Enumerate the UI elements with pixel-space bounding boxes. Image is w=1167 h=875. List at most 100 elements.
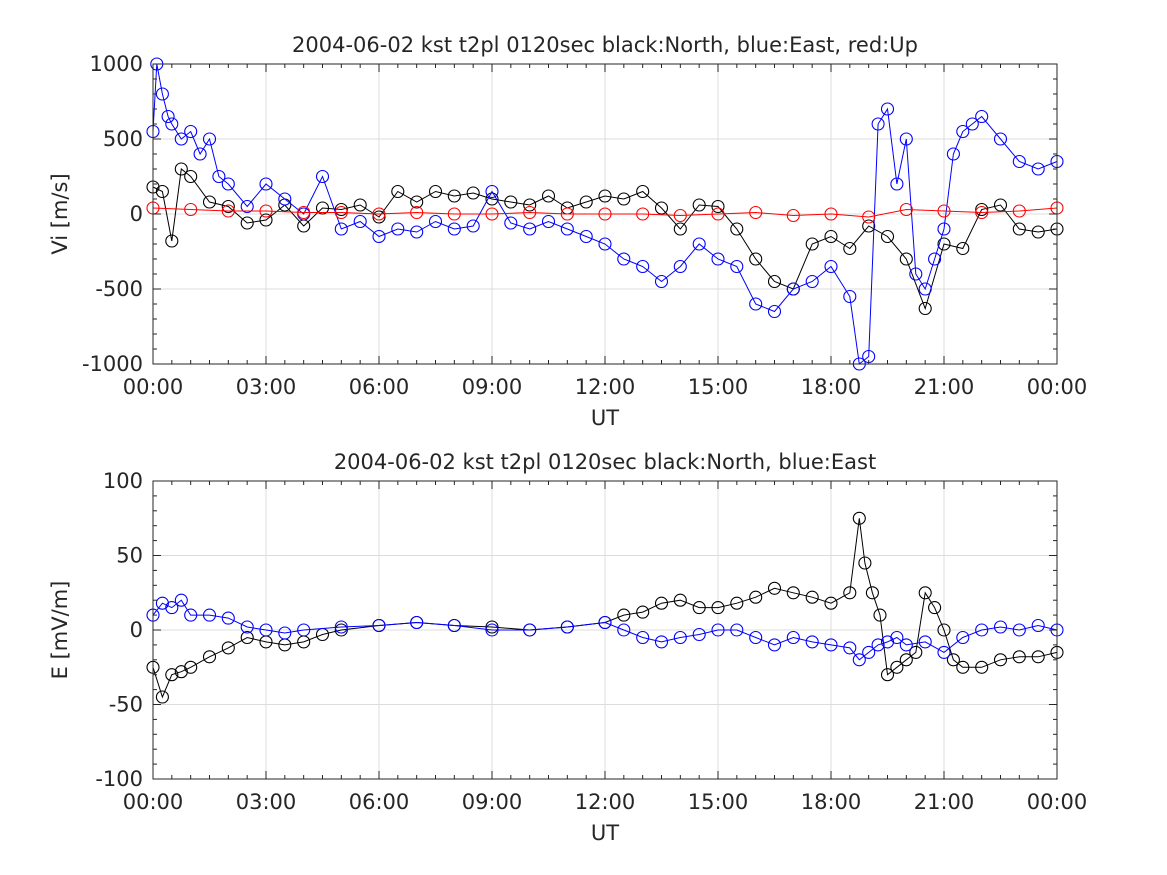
data-point: [993, 198, 1008, 212]
x-axis-label: UT: [591, 821, 619, 845]
data-point: [730, 596, 744, 610]
data-point: [673, 208, 687, 223]
data-point: [692, 601, 706, 615]
data-point: [221, 177, 235, 191]
data-point: [824, 259, 838, 274]
data-point: [1012, 154, 1026, 169]
y-axis-label: E [mV/m]: [48, 581, 72, 680]
x-tick-label: 15:00: [688, 790, 749, 814]
data-point: [579, 229, 593, 244]
data-point: [523, 222, 537, 236]
data-point: [221, 199, 235, 214]
data-point: [767, 638, 782, 652]
data-point: [975, 660, 989, 674]
data-point: [1012, 222, 1026, 236]
y-tick-label: -1000: [82, 352, 143, 376]
data-point: [805, 590, 819, 604]
data-point: [918, 282, 932, 296]
data-point: [899, 638, 913, 652]
data-point: [334, 620, 348, 634]
data-point: [334, 222, 348, 236]
data-point: [890, 660, 904, 674]
data-point: [447, 618, 461, 633]
y-tick-label: -500: [95, 277, 143, 301]
data-point: [730, 623, 744, 637]
data-point: [259, 204, 273, 218]
data-point: [711, 601, 725, 615]
data-point: [899, 252, 913, 266]
data-point: [862, 645, 876, 659]
data-point: [174, 132, 188, 146]
data-point: [786, 208, 800, 223]
data-point: [824, 596, 838, 610]
x-tick-label: 03:00: [236, 790, 297, 814]
data-point: [975, 202, 989, 217]
x-tick-label: 15:00: [688, 375, 749, 399]
data-point: [174, 593, 188, 607]
data-point: [297, 623, 311, 637]
series-line: [152, 168, 1058, 311]
data-point: [485, 207, 499, 221]
data-point: [918, 635, 932, 649]
data-point: [711, 199, 725, 214]
data-point: [598, 207, 612, 221]
data-point: [428, 184, 443, 199]
data-point: [975, 109, 989, 124]
data-point: [161, 109, 175, 124]
data-point: [334, 623, 348, 637]
data-point: [202, 132, 217, 146]
data-point: [278, 192, 292, 206]
data-point: [1012, 204, 1026, 218]
data-point: [165, 601, 179, 615]
data-point: [956, 124, 970, 139]
data-point: [221, 641, 235, 655]
panel-electric-field: 00:00 03:00 06:00 09:00 12:00 15:00 18:00 21:00…: [48, 450, 1087, 845]
y-tick-label: 0: [130, 618, 143, 642]
data-point: [993, 620, 1008, 634]
data-point: [890, 177, 904, 191]
data-point: [843, 641, 857, 655]
data-point: [165, 117, 179, 131]
data-point: [937, 645, 951, 659]
data-point: [965, 117, 979, 131]
minor-ticks: [152, 63, 1058, 365]
data-point: [541, 189, 556, 203]
data-point: [711, 623, 725, 637]
data-point: [899, 653, 913, 667]
data-point: [466, 219, 480, 233]
data-point: [937, 222, 951, 236]
series-north: [146, 162, 1064, 316]
y-tick-label: 1000: [90, 52, 143, 76]
y-tick-label: 500: [103, 127, 143, 151]
y-tick-label: 50: [116, 544, 143, 568]
data-series: [146, 57, 1064, 371]
data-point: [956, 630, 970, 645]
data-point: [956, 241, 970, 256]
data-point: [193, 147, 207, 161]
data-point: [805, 274, 819, 289]
data-point: [852, 511, 866, 525]
data-point: [372, 229, 386, 244]
data-point: [880, 102, 895, 116]
data-point: [843, 241, 857, 256]
data-point: [466, 186, 480, 200]
data-point: [946, 147, 960, 161]
data-point: [184, 124, 198, 139]
data-point: [485, 623, 499, 637]
series-east: [146, 593, 1064, 667]
data-point: [786, 282, 800, 296]
data-point: [447, 222, 461, 236]
data-point: [654, 596, 669, 610]
data-point: [730, 259, 744, 274]
data-point: [485, 192, 499, 206]
data-point: [372, 618, 386, 633]
data-point: [654, 201, 669, 215]
y-tick-label: 0: [130, 202, 143, 226]
data-point: [636, 184, 650, 199]
data-point: [909, 267, 923, 281]
data-point: [165, 234, 179, 248]
data-point: [560, 207, 574, 221]
data-point: [1031, 650, 1045, 664]
data-point: [862, 210, 876, 224]
data-point: [975, 623, 989, 637]
